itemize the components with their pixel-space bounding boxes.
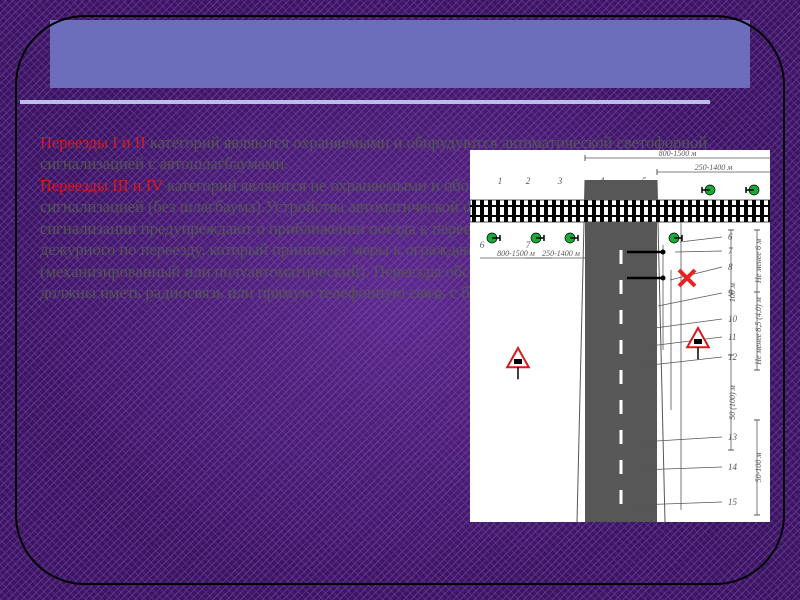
svg-text:50 (100) м: 50 (100) м xyxy=(728,385,737,419)
svg-text:100 м: 100 м xyxy=(728,283,737,302)
svg-text:800-1500 м: 800-1500 м xyxy=(497,249,535,258)
svg-text:7: 7 xyxy=(728,246,733,256)
svg-text:1: 1 xyxy=(498,176,503,186)
title-underline xyxy=(20,100,710,104)
svg-text:250-1400 м: 250-1400 м xyxy=(695,163,733,172)
svg-text:6: 6 xyxy=(728,232,733,242)
svg-text:Не менее 6 м: Не менее 6 м xyxy=(754,239,763,284)
red-emphasis-2: Переезды III и IV xyxy=(40,176,163,195)
svg-text:4: 4 xyxy=(600,176,605,186)
svg-text:250-1400 м: 250-1400 м xyxy=(542,249,580,258)
svg-text:10: 10 xyxy=(728,314,738,324)
svg-text:8: 8 xyxy=(728,262,733,272)
svg-text:11: 11 xyxy=(728,332,736,342)
svg-text:5: 5 xyxy=(642,176,647,186)
svg-text:13: 13 xyxy=(728,432,738,442)
title-bar xyxy=(50,20,750,88)
svg-text:6: 6 xyxy=(480,240,485,250)
svg-text:50-100 м: 50-100 м xyxy=(754,453,763,483)
red-emphasis-1: Переезды I и II xyxy=(40,133,146,152)
crossing-diagram: 800-1500 м 250-1400 м 800-1500 м 250-1400 м… xyxy=(470,150,770,522)
svg-text:3: 3 xyxy=(557,176,563,186)
svg-text:15: 15 xyxy=(728,497,738,507)
svg-text:800-1500 м: 800-1500 м xyxy=(659,150,697,158)
svg-text:Не менее 8,5 (4,0) м: Не менее 8,5 (4,0) м xyxy=(754,297,763,366)
svg-text:12: 12 xyxy=(728,352,738,362)
svg-text:7: 7 xyxy=(526,240,531,250)
svg-text:2: 2 xyxy=(526,176,531,186)
svg-text:14: 14 xyxy=(728,462,738,472)
